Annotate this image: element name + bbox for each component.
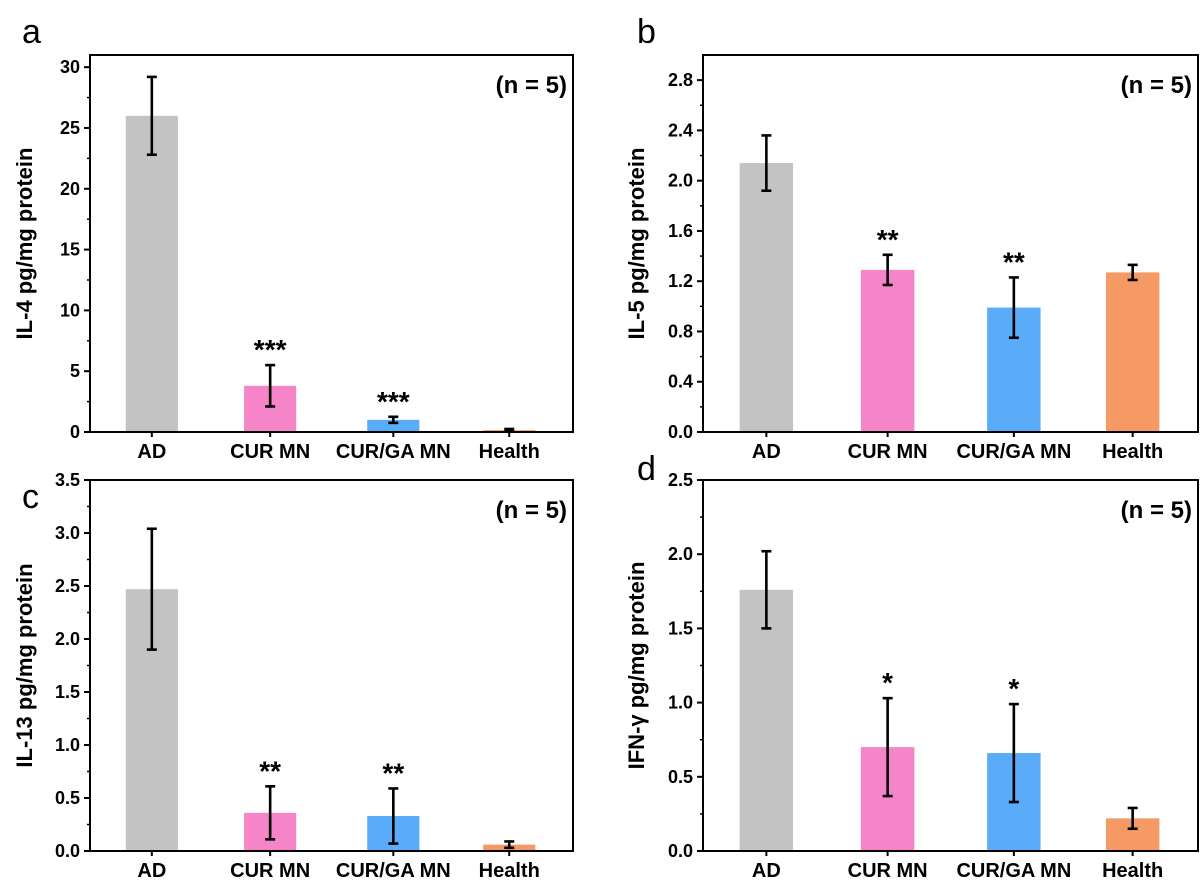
error-bar [146,75,157,157]
significance-label: ** [382,757,404,788]
sample-size-annotation: (n = 5) [1121,72,1192,99]
y-tick-label: 2.0 [55,629,80,649]
y-axis-label: IL-4 pg/mg protein [12,148,37,340]
significance-label: *** [254,334,287,365]
y-tick-label: 0.5 [668,767,693,787]
bar-health [1105,272,1160,432]
y-tick-label: 0.5 [55,788,80,808]
panel-b: AD ** CUR MN ** CUR/GA MN Health 0.0 0.4 0.8 1.2 1… [624,13,1199,463]
y-tick-label: 0.8 [668,321,693,341]
significance-label: ** [1003,246,1025,277]
sample-size-annotation: (n = 5) [1121,497,1192,524]
y-tick-label: 5 [70,361,80,381]
significance-label: * [1008,673,1019,704]
y-tick-label: 30 [60,57,80,77]
error-bar [1008,276,1019,340]
error-bar [882,696,893,798]
y-tick-label: 0 [70,422,80,442]
error-bar [388,415,399,425]
panel-label: d [637,450,656,488]
error-bar [761,549,772,630]
x-tick-label: CUR MN [230,860,310,880]
error-bar [504,840,515,850]
x-tick-label: AD [137,441,166,463]
y-tick-label: 0.0 [668,841,693,861]
x-tick-label: CUR/GA MN [956,860,1071,880]
y-tick-label: 1.2 [668,271,693,291]
error-bar [388,787,399,845]
y-tick-label: 25 [60,118,80,138]
significance-label: ** [877,224,899,255]
bar-cur-mn [860,269,915,432]
x-tick-label: CUR MN [230,441,310,463]
x-tick-label: CUR/GA MN [956,441,1071,463]
error-bar [882,253,893,287]
error-bar [1008,702,1019,804]
y-axis-label: IL-13 pg/mg protein [12,563,37,767]
y-tick-label: 15 [60,240,80,260]
y-axis-label: IFN-γ pg/mg protein [624,562,649,770]
x-tick-label: Health [479,441,540,463]
bar-cur-ga-mn [367,419,420,432]
error-bar [265,785,276,841]
y-tick-label: 3.0 [55,523,80,543]
panel-d: AD * CUR MN * CUR/GA MN Health 0.0 0.5 1.0 1.5 2.0… [624,450,1199,880]
y-tick-label: 1.5 [55,682,80,702]
significance-label: ** [259,755,281,786]
x-tick-label: AD [752,860,781,880]
sample-size-annotation: (n = 5) [496,497,567,524]
y-tick-label: 10 [60,300,80,320]
y-tick-label: 2.8 [668,70,693,90]
panel-c: AD ** CUR MN ** CUR/GA MN Health 0.0 0.5 1.0 1.5 2… [12,470,574,880]
panel-label: a [22,13,41,51]
x-tick-label: CUR/GA MN [336,441,451,463]
y-tick-label: 1.0 [55,735,80,755]
y-tick-label: 2.5 [55,576,80,596]
y-tick-label: 2.4 [668,120,693,140]
significance-label: * [882,667,893,698]
x-tick-label: CUR MN [848,441,928,463]
x-tick-label: Health [1102,860,1163,880]
x-tick-label: Health [1102,441,1163,463]
panel-a: AD *** CUR MN *** CUR/GA MN Health 0 5 10 15 20 25 3… [12,13,574,463]
x-tick-label: AD [137,860,166,880]
plot-frame [702,54,1199,433]
error-bar [146,527,157,651]
error-bar [761,134,772,193]
y-tick-label: 1.0 [668,693,693,713]
y-tick-label: 2.5 [668,470,693,490]
y-tick-label: 1.6 [668,221,693,241]
bar-ad [739,163,794,432]
y-tick-label: 20 [60,179,80,199]
plot-frame [702,479,1199,852]
plot-frame [89,479,574,852]
error-bar [1127,806,1138,831]
bar-ad [739,589,794,851]
y-tick-label: 1.5 [668,618,693,638]
x-tick-label: CUR/GA MN [336,860,451,880]
sample-size-annotation: (n = 5) [496,72,567,99]
y-tick-label: 2.0 [668,544,693,564]
x-tick-label: CUR MN [848,860,928,880]
panel-label: b [637,13,656,51]
significance-label: *** [377,386,410,417]
y-axis-label: IL-5 pg/mg protein [624,148,649,340]
y-tick-label: 2.0 [668,171,693,191]
y-tick-label: 3.5 [55,470,80,490]
x-tick-label: AD [752,441,781,463]
plot-frame [89,54,574,433]
y-tick-label: 0.0 [55,841,80,861]
y-tick-label: 0.0 [668,422,693,442]
error-bar [1127,263,1138,282]
panel-label: c [22,478,39,516]
error-bar [265,363,276,408]
y-tick-label: 0.4 [668,372,693,392]
bar-ad [125,115,178,432]
x-tick-label: Health [479,860,540,880]
